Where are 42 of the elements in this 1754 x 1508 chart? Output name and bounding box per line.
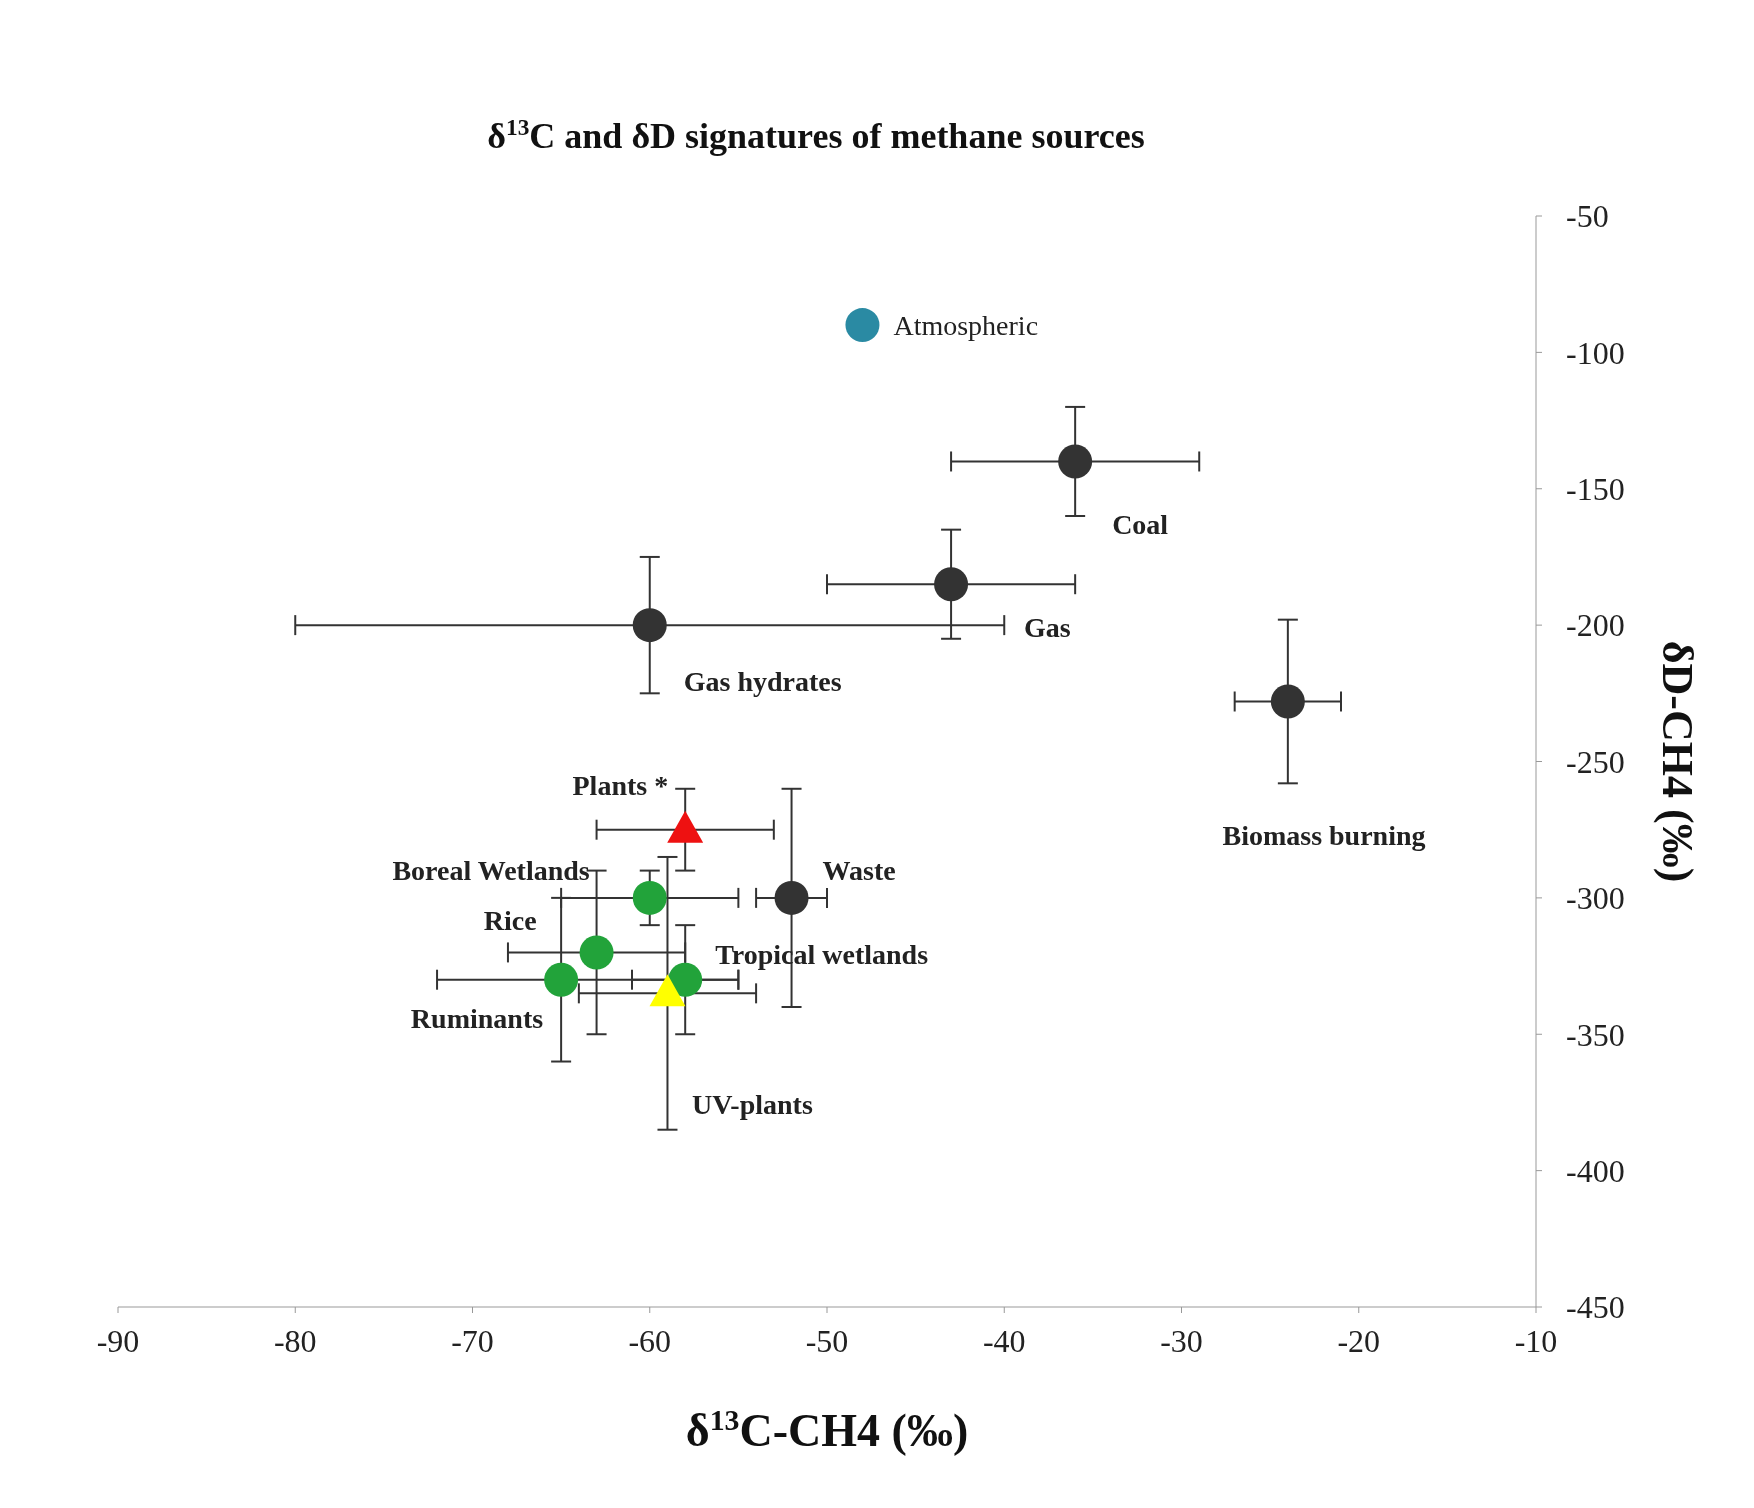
annotation: Plants * <box>572 769 669 801</box>
point <box>632 608 667 643</box>
point <box>934 567 969 602</box>
x-tick-label: -80 <box>273 1322 317 1359</box>
y-tick-label: -50 <box>1566 198 1609 235</box>
point <box>774 880 809 915</box>
annotation: Rice <box>483 904 537 936</box>
point <box>845 308 880 343</box>
annotation: Boreal Wetlands <box>392 854 590 886</box>
annotation: Coal <box>1112 508 1169 540</box>
x-tick-label: -50 <box>805 1322 849 1359</box>
annotation: UV-plants <box>692 1088 813 1120</box>
point <box>668 962 703 997</box>
y-axis-title: δD-CH4 (‰) <box>1653 640 1702 883</box>
annotation: Gas hydrates <box>683 665 842 697</box>
annotation: Biomass burning <box>1222 819 1426 851</box>
y-tick-label: -200 <box>1566 607 1625 644</box>
annotation: Gas <box>1024 611 1071 643</box>
y-tick-label: -400 <box>1566 1152 1625 1189</box>
y-tick-label: -350 <box>1566 1016 1625 1053</box>
x-axis-title: δ$^{13}$C-CH4 (‰) <box>685 1402 969 1456</box>
point <box>1058 444 1093 479</box>
y-tick-label: -300 <box>1566 880 1625 917</box>
x-tick-label: -10 <box>1514 1322 1558 1359</box>
y-tick-label: -100 <box>1566 334 1625 371</box>
x-tick-label: -90 <box>96 1322 140 1359</box>
point <box>544 962 579 997</box>
point <box>1270 684 1305 719</box>
annotation: Ruminants <box>410 1002 544 1034</box>
annotation: Atmospheric <box>893 309 1039 341</box>
y-tick-label: -150 <box>1566 471 1625 508</box>
y-tick-label: -250 <box>1566 743 1625 780</box>
x-tick-label: -20 <box>1337 1322 1381 1359</box>
point <box>632 880 667 915</box>
annotation: Waste <box>822 854 896 886</box>
x-tick-label: -40 <box>982 1322 1026 1359</box>
point <box>579 935 614 970</box>
x-tick-label: -60 <box>628 1322 672 1359</box>
x-tick-label: -70 <box>451 1322 494 1359</box>
chart-title: δ$^{13}$C and δD signatures of methane sources <box>487 114 1145 156</box>
x-tick-label: -30 <box>1160 1322 1203 1359</box>
y-tick-label: -450 <box>1566 1289 1625 1326</box>
